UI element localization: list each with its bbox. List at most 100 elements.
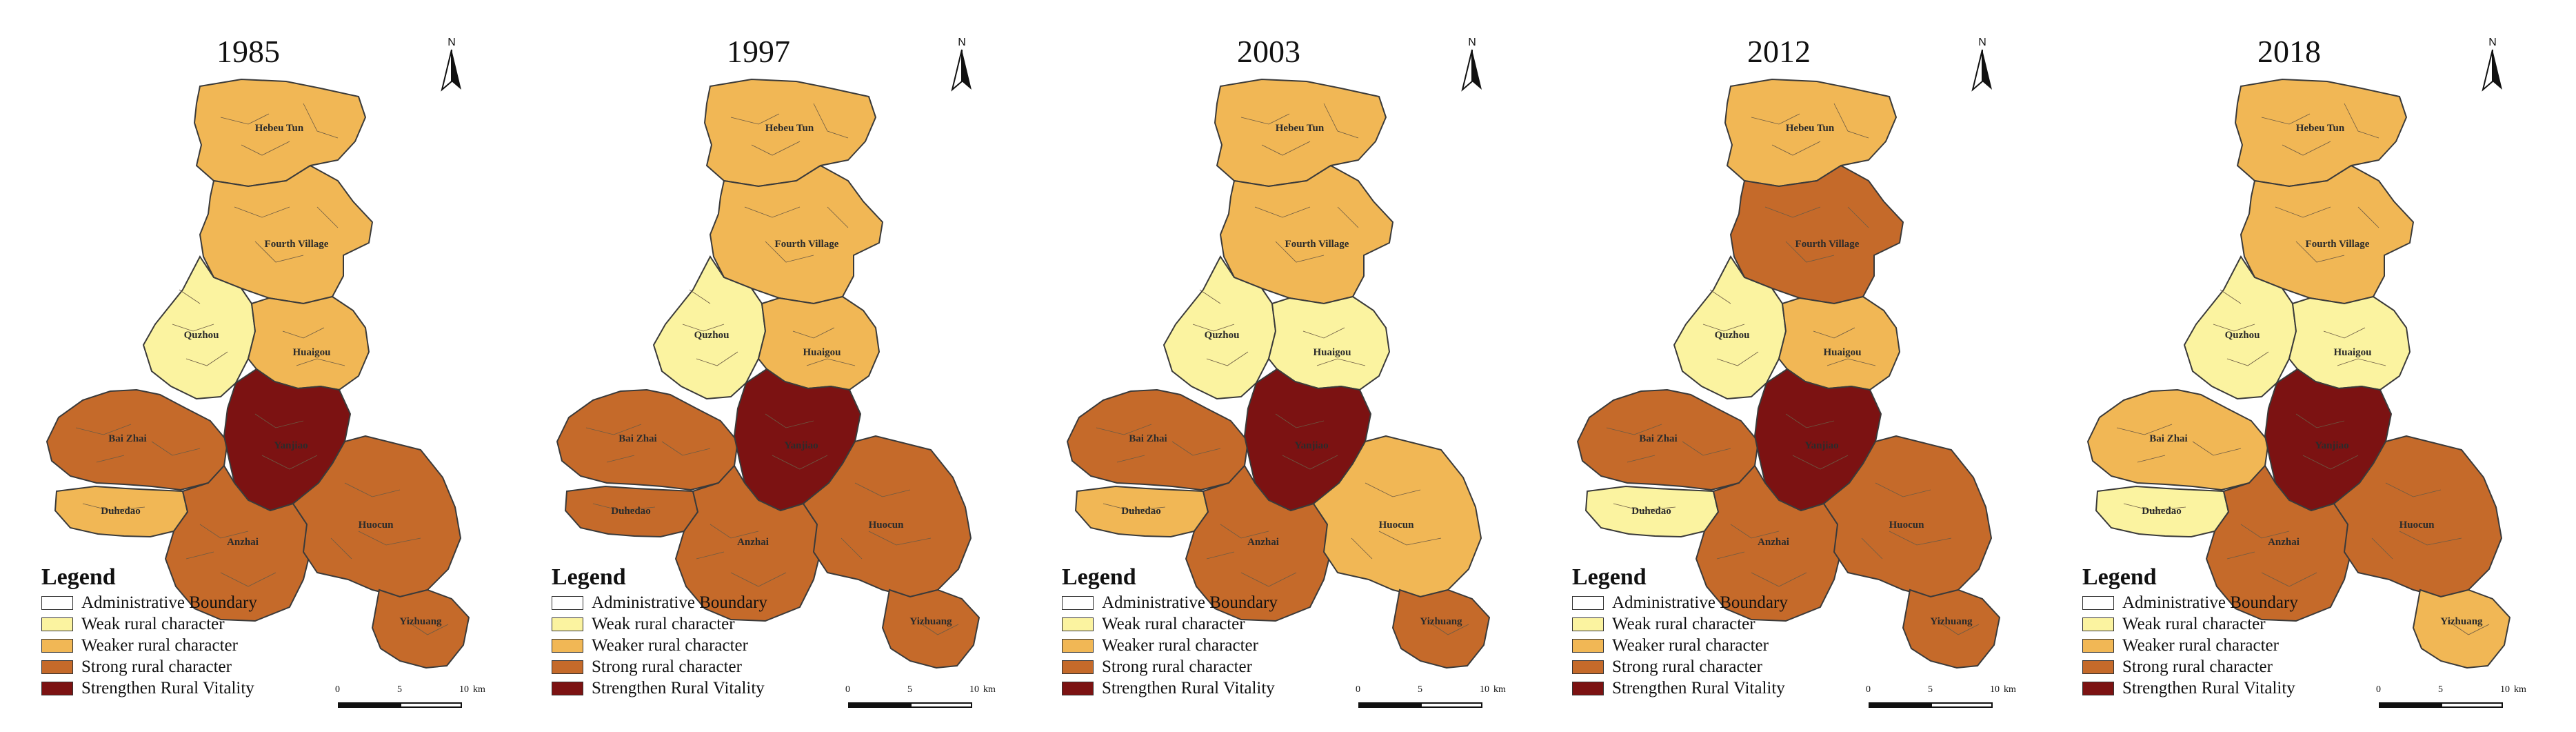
village-boundary — [1751, 572, 1807, 587]
legend-swatch — [1572, 617, 1604, 631]
village-boundary — [1785, 413, 1835, 428]
region-label: Fourth Village — [265, 239, 329, 250]
region-quzhou — [2183, 255, 2297, 400]
legend-item: Strengthen Rural Vitality — [2082, 677, 2427, 699]
village-boundary — [82, 503, 145, 511]
legend-label: Strengthen Rural Vitality — [81, 678, 254, 698]
legend-label: Strong rural character — [592, 657, 742, 676]
region-label: Huaigou — [1313, 347, 1351, 358]
legend-swatch — [41, 617, 73, 631]
region-label: Huaigou — [1823, 347, 1861, 358]
village-boundary — [75, 424, 132, 435]
village-boundary — [710, 524, 759, 539]
region-label: Anzhai — [737, 537, 769, 548]
village-boundary — [261, 455, 318, 470]
legend-label: Strong rural character — [1612, 657, 1762, 676]
legend-item: Strengthen Rural Vitality — [41, 677, 386, 699]
village-boundary — [2123, 503, 2186, 511]
village-boundary — [185, 551, 214, 560]
year-title: 1985 — [217, 34, 280, 69]
legend-swatch — [552, 617, 583, 631]
region-yizhuang — [1902, 588, 2001, 669]
legend-swatch — [552, 660, 583, 674]
village-boundary — [179, 289, 201, 304]
village-boundary — [1323, 103, 1359, 139]
legend-item: Strong rural character — [552, 656, 896, 677]
village-boundary — [2371, 537, 2393, 560]
district-map: Hebeu Tun Fourth Village Quzhou Huaigou Bai … — [1576, 78, 2001, 669]
region-label: Bai Zhai — [2149, 433, 2187, 444]
region-label: Quzhou — [1715, 330, 1750, 341]
legend-item: Weaker rural character — [1062, 635, 1407, 656]
region-fourth-village — [2240, 164, 2415, 305]
legend-item: Strengthen Rural Vitality — [1062, 677, 1407, 699]
village-boundary — [344, 482, 401, 497]
legend-swatch — [1062, 660, 1094, 674]
legend-swatch — [1572, 638, 1604, 653]
village-boundary — [696, 351, 738, 366]
region-yizhuang — [371, 588, 470, 669]
legend: Legend Administrative Boundary Weak rural … — [41, 564, 386, 699]
region-bai-zhai — [46, 388, 229, 491]
region-label: Fourth Village — [1285, 239, 1349, 250]
legend-item: Strong rural character — [41, 656, 386, 677]
village-boundary — [1316, 358, 1366, 366]
village-boundary — [1261, 141, 1311, 156]
district-map: Hebeu Tun Fourth Village Quzhou Huaigou Bai … — [46, 78, 470, 669]
scale-segment — [2441, 702, 2503, 708]
region-label: Huocun — [1889, 520, 1925, 531]
region-label: Duhedao — [2142, 506, 2182, 517]
legend-label: Strong rural character — [2122, 657, 2273, 676]
district-map: Hebeu Tun Fourth Village Quzhou Huaigou Bai … — [2086, 78, 2511, 669]
region-label: Huaigou — [292, 347, 330, 358]
scale-segment — [2379, 702, 2441, 708]
village-boundary — [813, 103, 849, 139]
village-boundary — [2116, 424, 2173, 435]
scale-tick-label: 0 — [2376, 684, 2381, 695]
region-label: Yanjiao — [1294, 440, 1328, 451]
scale-bar: 0 5 10 km — [1866, 684, 2027, 719]
village-boundary — [282, 327, 325, 339]
region-label: Fourth Village — [2306, 239, 2370, 250]
village-boundary — [2137, 455, 2166, 463]
region-anzhai — [1185, 464, 1332, 622]
village-boundary — [868, 531, 932, 546]
legend: Legend Administrative Boundary Weak rural … — [552, 564, 896, 699]
village-boundary — [1827, 358, 1876, 366]
district-map: Hebeu Tun Fourth Village Quzhou Huaigou Bai … — [556, 78, 980, 669]
village-boundary — [772, 455, 828, 470]
village-boundary — [1220, 524, 1269, 539]
north-arrow-icon: N — [941, 36, 983, 98]
region-yizhuang — [1391, 588, 1491, 669]
village-boundary — [151, 441, 201, 456]
region-label: Huocun — [359, 520, 394, 531]
legend-label: Weak rural character — [1612, 614, 1755, 633]
region-fourth-village — [709, 164, 884, 305]
legend-item: Weaker rural character — [1572, 635, 1917, 656]
legend-label: Administrative Boundary — [2122, 593, 2298, 612]
year-title: 2012 — [1747, 34, 1811, 69]
region-huocun — [2333, 435, 2503, 598]
scale-segment — [1931, 702, 1993, 708]
region-anzhai — [674, 464, 822, 622]
village-boundary — [1337, 206, 1359, 228]
village-boundary — [2192, 441, 2242, 456]
village-boundary — [1427, 620, 1469, 635]
village-boundary — [220, 113, 270, 125]
scale-tick-label: 10 — [1480, 684, 1489, 695]
region-label: Hebeu Tun — [1786, 123, 1835, 134]
scale-segment — [1420, 702, 1482, 708]
legend-item: Weaker rural character — [2082, 635, 2427, 656]
scale-tick-label: 10 — [1990, 684, 2000, 695]
region-label: Quzhou — [694, 330, 729, 341]
region-huaigou — [757, 295, 881, 391]
village-boundary — [1702, 324, 1745, 332]
region-bai-zhai — [1066, 388, 1249, 491]
scale-segment — [338, 702, 400, 708]
village-boundary — [1875, 482, 1931, 497]
village-boundary — [172, 324, 214, 332]
region-label: Huocun — [2399, 520, 2435, 531]
village-boundary — [2323, 327, 2366, 339]
scale-unit: km — [473, 684, 485, 695]
region-huaigou — [1267, 295, 1391, 391]
